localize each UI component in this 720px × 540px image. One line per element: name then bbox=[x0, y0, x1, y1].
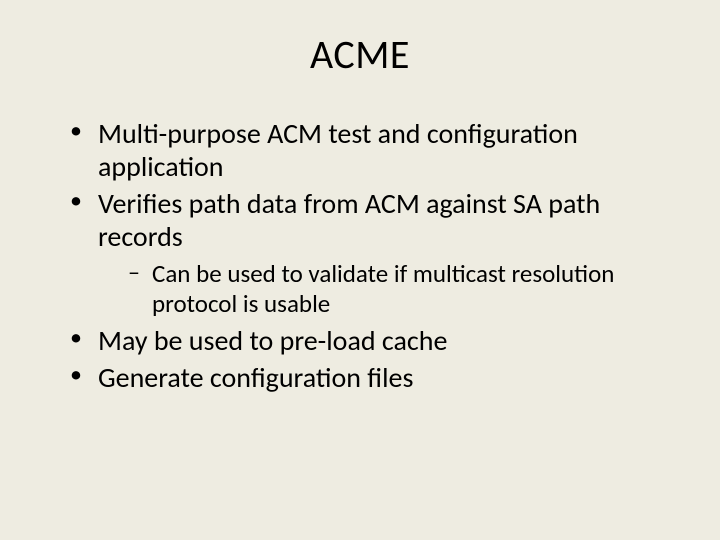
list-item: Verifies path data from ACM against SA p… bbox=[70, 187, 680, 318]
bullet-text: Generate configuration files bbox=[98, 360, 413, 395]
sub-bullet-list: Can be used to validate if multicast res… bbox=[98, 259, 680, 318]
list-item: Can be used to validate if multicast res… bbox=[128, 259, 680, 318]
bullet-list: Multi-purpose ACM test and configuration… bbox=[40, 117, 680, 394]
list-item: May be used to pre-load cache bbox=[70, 324, 680, 357]
list-item: Multi-purpose ACM test and configuration… bbox=[70, 117, 680, 183]
bullet-text: Verifies path data from ACM against SA p… bbox=[98, 186, 600, 254]
bullet-text: Multi-purpose ACM test and configuration… bbox=[98, 116, 578, 184]
list-item: Generate configuration files bbox=[70, 361, 680, 394]
slide-title: ACME bbox=[40, 30, 680, 79]
bullet-text: May be used to pre-load cache bbox=[98, 323, 447, 358]
bullet-text: Can be used to validate if multicast res… bbox=[152, 258, 614, 319]
